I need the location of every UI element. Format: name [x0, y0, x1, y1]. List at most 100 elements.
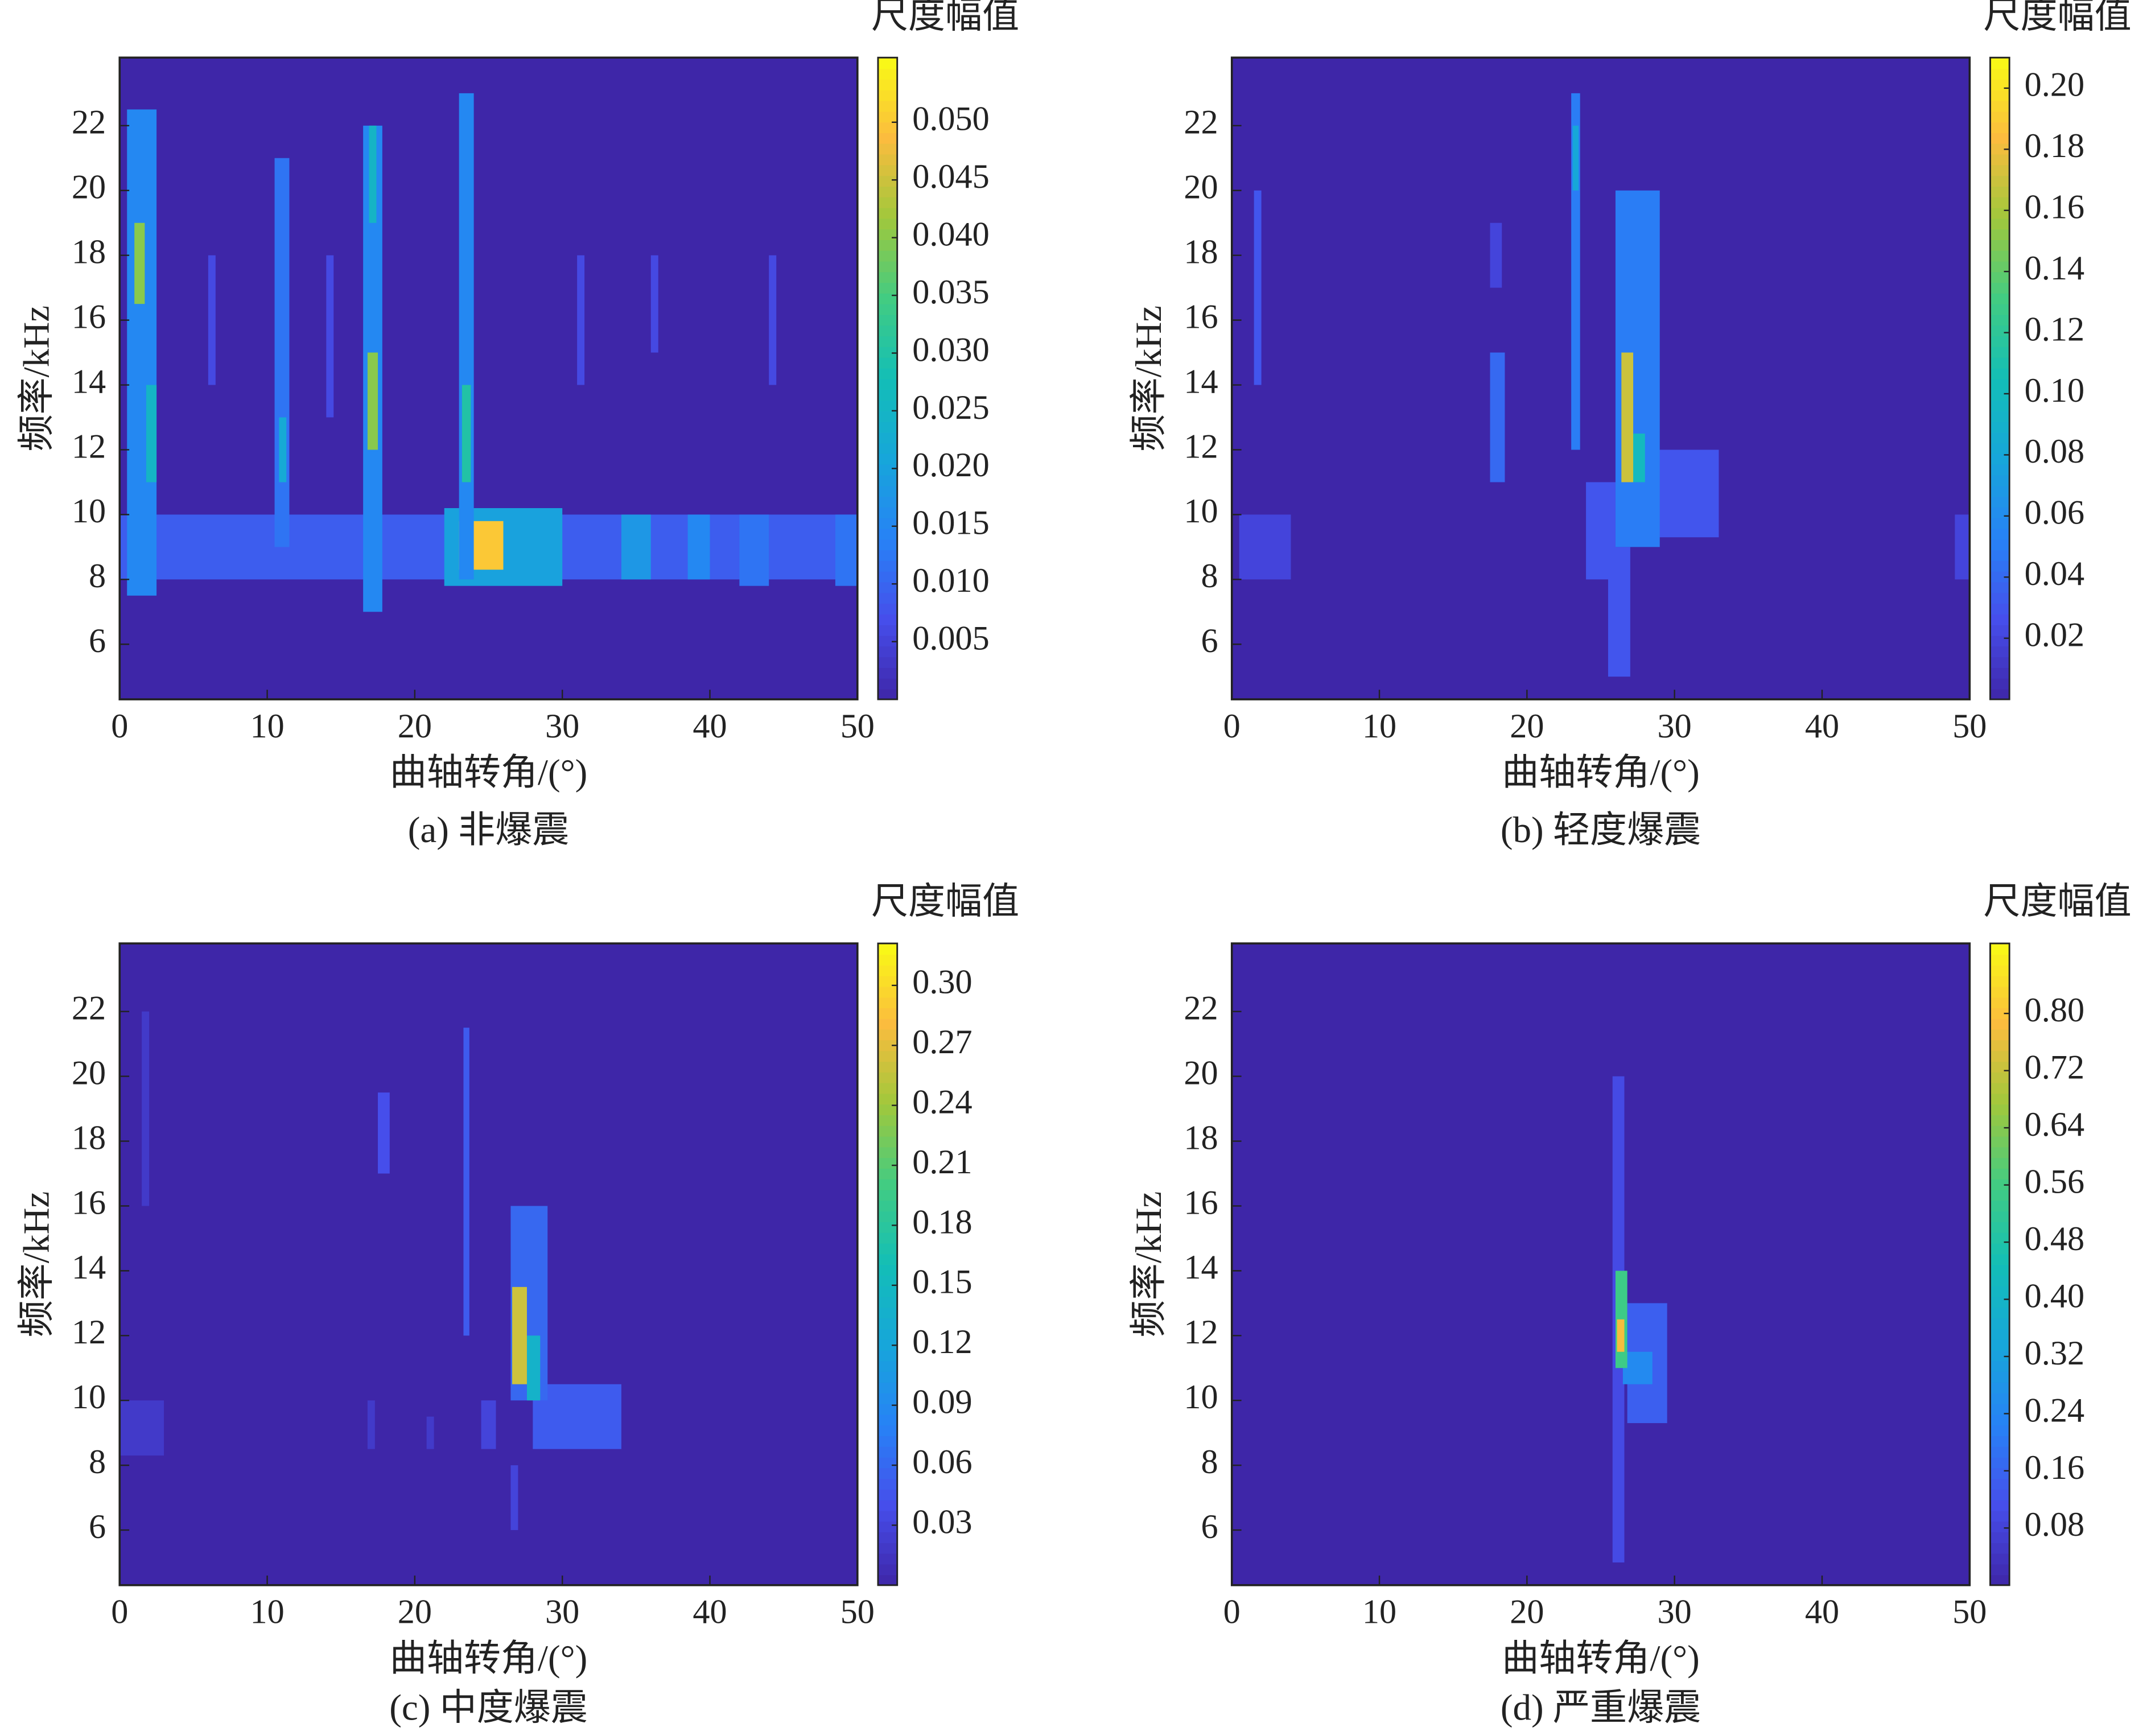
- colorbar-step: [1990, 228, 2010, 240]
- colorbar-tick-label: 0.025: [912, 389, 990, 427]
- y-tick-label: 14: [1184, 362, 1218, 401]
- colorbar-step: [877, 442, 897, 454]
- colorbar-step: [1990, 624, 2010, 636]
- colorbar-tick-label: 0.020: [912, 446, 990, 484]
- colorbar-step: [1990, 1478, 2010, 1490]
- heat-cell: [481, 1400, 496, 1449]
- colorbar-step: [877, 1360, 897, 1372]
- colorbar-step: [877, 1317, 897, 1329]
- heat-cell: [1608, 547, 1630, 677]
- colorbar-step: [877, 271, 897, 283]
- x-tick-label: 50: [840, 1593, 875, 1631]
- colorbar-step: [1990, 635, 2010, 647]
- colorbar-step: [1990, 1435, 2010, 1447]
- colorbar-label: 尺度幅值: [871, 881, 1019, 922]
- colorbar-step: [1990, 357, 2010, 369]
- colorbar-step: [877, 239, 897, 251]
- x-tick-label: 0: [1223, 707, 1241, 745]
- y-tick-label: 22: [72, 989, 106, 1027]
- x-tick-label: 30: [1658, 1593, 1692, 1631]
- colorbar-step: [877, 613, 897, 625]
- colorbar-step: [877, 1392, 897, 1404]
- y-tick-label: 14: [72, 362, 106, 401]
- x-tick-label: 50: [840, 707, 875, 745]
- colorbar-step: [877, 549, 897, 561]
- heat-cell: [1615, 1271, 1627, 1368]
- x-tick-label: 10: [250, 707, 284, 745]
- plot-background: [120, 57, 858, 700]
- colorbar-step: [877, 1371, 897, 1383]
- x-tick-label: 20: [398, 1593, 432, 1631]
- heat-cell: [687, 514, 710, 580]
- colorbar-step: [1990, 164, 2010, 176]
- colorbar-step: [877, 453, 897, 465]
- colorbar-step: [877, 624, 897, 636]
- colorbar-step: [877, 1157, 897, 1169]
- colorbar-step: [877, 1147, 897, 1158]
- colorbar-step: [877, 154, 897, 166]
- x-axis-label: 曲轴转角/(°): [390, 752, 588, 793]
- heat-cell: [463, 1028, 469, 1336]
- colorbar-step: [877, 1435, 897, 1447]
- colorbar-step: [1990, 410, 2010, 422]
- colorbar-step: [877, 464, 897, 476]
- heat-cell: [650, 255, 658, 353]
- colorbar-tick-label: 0.16: [2025, 1449, 2084, 1487]
- y-tick-label: 18: [1184, 1119, 1218, 1157]
- colorbar-step: [1990, 1232, 2010, 1244]
- colorbar-step: [877, 1285, 897, 1297]
- colorbar-step: [877, 1275, 897, 1286]
- colorbar-step: [877, 1221, 897, 1233]
- y-tick-label: 20: [72, 1054, 106, 1092]
- colorbar-step: [1990, 442, 2010, 454]
- colorbar-step: [877, 1382, 897, 1393]
- colorbar-step: [1990, 964, 2010, 976]
- colorbar-tick-label: 0.40: [2025, 1277, 2084, 1315]
- colorbar-step: [877, 1531, 897, 1543]
- colorbar-step: [1990, 143, 2010, 155]
- colorbar-step: [1990, 122, 2010, 134]
- colorbar-tick-label: 0.80: [2025, 991, 2084, 1029]
- colorbar-tick-label: 0.24: [912, 1083, 972, 1121]
- colorbar-step: [877, 1414, 897, 1426]
- colorbar-step: [1990, 667, 2010, 679]
- colorbar-step: [1990, 132, 2010, 144]
- colorbar-step: [1990, 656, 2010, 668]
- colorbar-step: [1990, 1029, 2010, 1041]
- colorbar-step: [1990, 1040, 2010, 1052]
- colorbar-step: [877, 1564, 897, 1576]
- colorbar-step: [1990, 154, 2010, 166]
- colorbar-step: [877, 399, 897, 411]
- colorbar-step: [1990, 1178, 2010, 1190]
- colorbar-label: 尺度幅值: [871, 0, 1019, 36]
- heat-cell: [1490, 222, 1502, 288]
- x-axis-label: 曲轴转角/(°): [1502, 1638, 1700, 1679]
- x-tick-label: 20: [1510, 707, 1544, 745]
- colorbar-step: [877, 1574, 897, 1586]
- plot-background: [1231, 943, 1970, 1585]
- colorbar-step: [877, 1499, 897, 1511]
- heat-cell: [739, 514, 769, 586]
- colorbar-step: [1990, 303, 2010, 315]
- y-tick-label: 20: [1184, 168, 1218, 207]
- colorbar-step: [1990, 111, 2010, 123]
- colorbar-step: [877, 954, 897, 966]
- y-tick-label: 8: [1201, 557, 1218, 595]
- x-axis-label: 曲轴转角/(°): [1502, 752, 1700, 793]
- colorbar-step: [1990, 1382, 2010, 1393]
- colorbar-step: [1990, 325, 2010, 337]
- colorbar-tick-label: 0.12: [2025, 310, 2084, 348]
- colorbar-step: [877, 1082, 897, 1094]
- colorbar-tick-label: 0.27: [912, 1023, 972, 1061]
- colorbar-step: [1990, 464, 2010, 476]
- colorbar-step: [877, 635, 897, 647]
- colorbar-step: [1990, 1531, 2010, 1543]
- colorbar-tick-label: 0.005: [912, 619, 990, 657]
- colorbar-step: [1990, 1285, 2010, 1297]
- y-tick-label: 12: [1184, 1313, 1218, 1351]
- x-tick-label: 10: [1362, 707, 1396, 745]
- y-tick-label: 6: [1201, 1508, 1218, 1546]
- colorbar-step: [877, 656, 897, 668]
- colorbar-frame: [1989, 56, 2010, 700]
